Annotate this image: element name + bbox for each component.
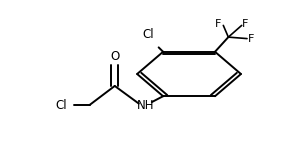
Text: Cl: Cl: [56, 99, 67, 111]
Text: F: F: [247, 34, 254, 44]
Text: F: F: [241, 19, 248, 29]
Text: NH: NH: [136, 99, 154, 111]
Text: F: F: [215, 19, 221, 29]
Text: Cl: Cl: [142, 28, 154, 41]
Text: O: O: [110, 50, 119, 63]
